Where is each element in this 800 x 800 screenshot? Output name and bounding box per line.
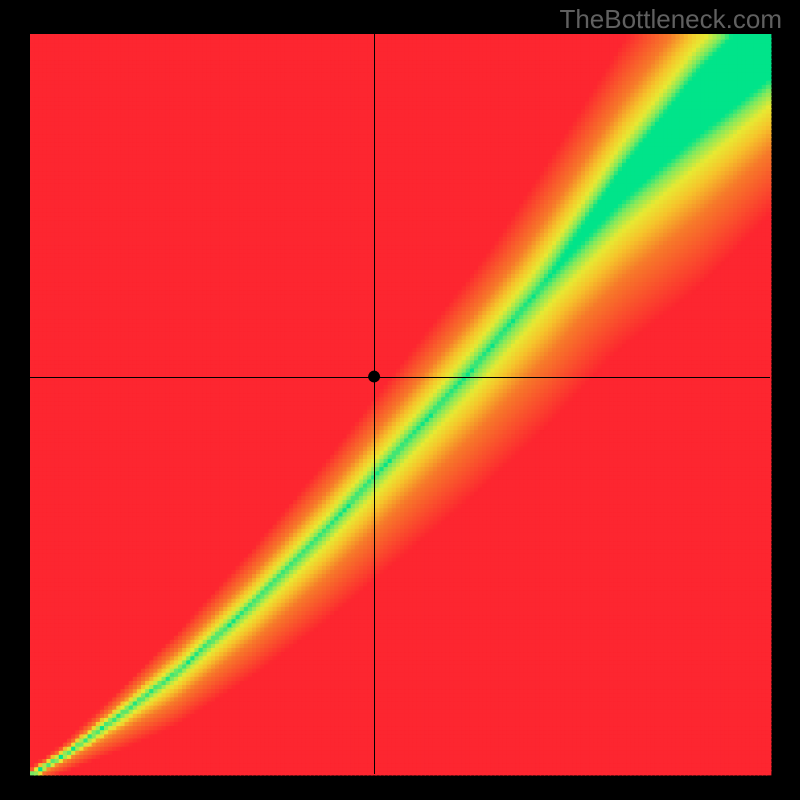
watermark-text: TheBottleneck.com bbox=[559, 4, 782, 35]
bottleneck-heatmap bbox=[0, 0, 800, 800]
